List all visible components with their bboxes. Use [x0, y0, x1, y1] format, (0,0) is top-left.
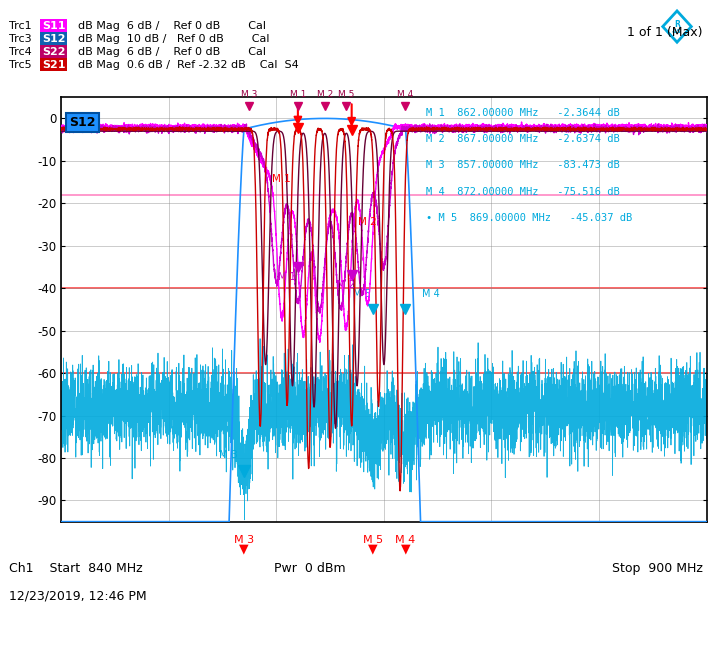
Text: &S: &S — [672, 29, 682, 34]
Text: M 3  857.00000 MHz   -83.473 dB: M 3 857.00000 MHz -83.473 dB — [426, 161, 619, 170]
Text: ▼: ▼ — [368, 542, 378, 555]
Text: M 5: M 5 — [353, 289, 371, 299]
Text: ▼: ▼ — [239, 542, 249, 555]
Text: M 4: M 4 — [395, 535, 415, 544]
Text: M 4: M 4 — [397, 90, 414, 99]
Text: Stop  900 MHz: Stop 900 MHz — [612, 562, 703, 575]
Text: dB Mag  6 dB /    Ref 0 dB        Cal: dB Mag 6 dB / Ref 0 dB Cal — [78, 21, 266, 31]
Text: Trc3: Trc3 — [9, 34, 32, 44]
Text: Ch1    Start  840 MHz: Ch1 Start 840 MHz — [9, 562, 143, 575]
Text: S22: S22 — [42, 47, 66, 57]
Text: S12: S12 — [69, 116, 95, 130]
Text: dB Mag  10 dB /   Ref 0 dB        Cal: dB Mag 10 dB / Ref 0 dB Cal — [78, 34, 270, 44]
Text: M 1: M 1 — [273, 174, 291, 184]
Text: R: R — [674, 19, 680, 29]
Text: Trc5: Trc5 — [9, 60, 32, 70]
Text: Trc4: Trc4 — [9, 47, 32, 57]
Text: M 1  862.00000 MHz   -2.3644 dB: M 1 862.00000 MHz -2.3644 dB — [426, 108, 619, 118]
Text: M 2: M 2 — [358, 216, 377, 227]
Text: M 2: M 2 — [337, 280, 355, 290]
Text: S21: S21 — [42, 60, 66, 70]
Text: S11: S11 — [42, 21, 66, 31]
Text: M 3: M 3 — [242, 90, 257, 99]
Text: • M 5  869.00000 MHz   -45.037 dB: • M 5 869.00000 MHz -45.037 dB — [426, 213, 632, 223]
Text: Pwr  0 dBm: Pwr 0 dBm — [274, 562, 346, 575]
Text: S12: S12 — [42, 34, 66, 44]
Text: M 1: M 1 — [278, 272, 296, 282]
Text: M 5: M 5 — [338, 90, 355, 99]
Text: dB Mag  0.6 dB /  Ref -2.32 dB    Cal  S4: dB Mag 0.6 dB / Ref -2.32 dB Cal S4 — [78, 60, 298, 70]
Text: M 5: M 5 — [363, 535, 384, 544]
Text: 1 of 1 (Max): 1 of 1 (Max) — [627, 26, 703, 39]
Text: M 3: M 3 — [218, 450, 237, 460]
Text: M 2  867.00000 MHz   -2.6374 dB: M 2 867.00000 MHz -2.6374 dB — [426, 134, 619, 144]
Polygon shape — [663, 11, 691, 42]
Text: dB Mag  6 dB /    Ref 0 dB        Cal: dB Mag 6 dB / Ref 0 dB Cal — [78, 47, 266, 57]
Text: M 2: M 2 — [317, 90, 333, 99]
Text: M 4: M 4 — [422, 289, 439, 299]
Text: M 1: M 1 — [290, 90, 306, 99]
Text: Trc1: Trc1 — [9, 21, 32, 31]
Text: ▼: ▼ — [401, 542, 410, 555]
Text: 12/23/2019, 12:46 PM: 12/23/2019, 12:46 PM — [9, 590, 147, 603]
Text: M 3: M 3 — [234, 535, 255, 544]
Text: M 4  872.00000 MHz   -75.516 dB: M 4 872.00000 MHz -75.516 dB — [426, 187, 619, 197]
